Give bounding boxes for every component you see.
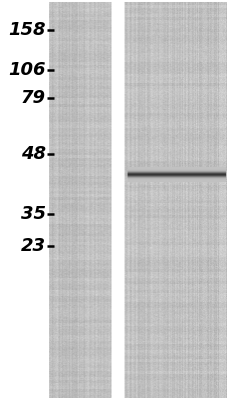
Text: 35: 35 xyxy=(20,205,45,223)
Text: 23: 23 xyxy=(20,237,45,255)
Text: 158: 158 xyxy=(8,21,45,39)
Text: 79: 79 xyxy=(20,89,45,107)
Text: 48: 48 xyxy=(20,145,45,163)
Text: 106: 106 xyxy=(8,61,45,79)
